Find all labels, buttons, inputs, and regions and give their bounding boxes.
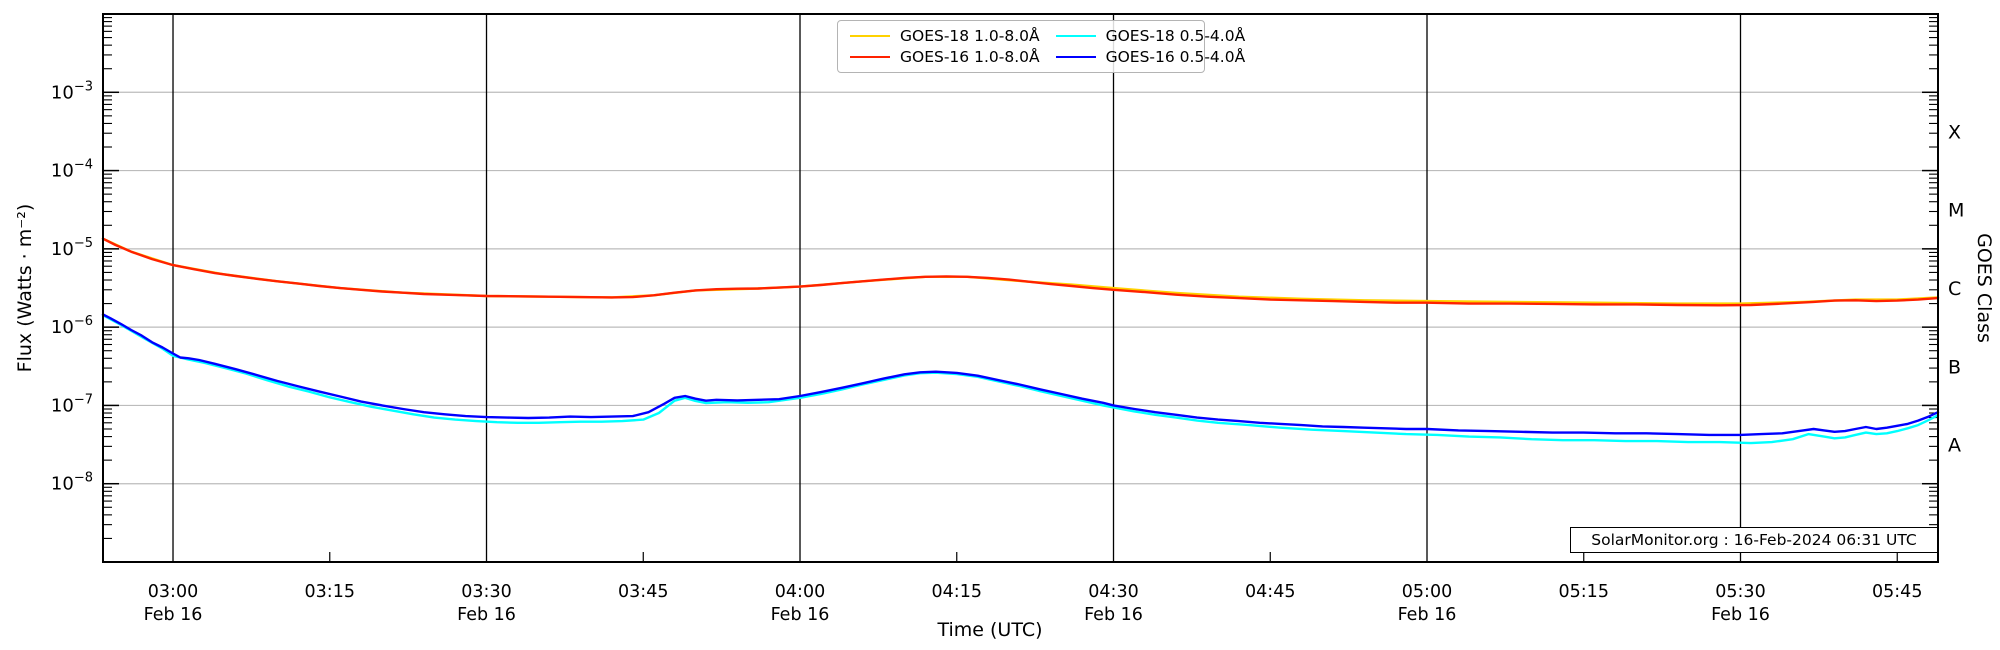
series-goes-16-1-0-8-0- — [101, 237, 1940, 307]
goes-class-label: M — [1948, 200, 1964, 222]
x-tick-date: Feb 16 — [1398, 605, 1457, 625]
x-tick-date: Feb 16 — [1084, 605, 1143, 625]
x-tick-label: 04:30 — [1088, 582, 1138, 602]
series-goes-18-0-5-4-0- — [101, 314, 1940, 445]
x-tick-date: Feb 16 — [771, 605, 830, 625]
x-tick-label: 05:45 — [1872, 582, 1922, 602]
legend-label: GOES-16 1.0-8.0Å — [900, 47, 1040, 66]
x-tick-date: Feb 16 — [144, 605, 203, 625]
legend-item: GOES-18 0.5-4.0Å — [1055, 26, 1246, 47]
y-tick-label: 10−3 — [51, 79, 93, 103]
legend-line-swatch — [1055, 55, 1096, 58]
legend-line-swatch — [850, 35, 890, 38]
watermark-box: SolarMonitor.org : 16-Feb-2024 06:31 UTC — [1570, 527, 1938, 553]
right-axis-label: GOES Class — [1973, 233, 1995, 343]
y-tick-label: 10−7 — [51, 392, 93, 416]
goes-class-label: A — [1948, 435, 1961, 457]
x-tick-label: 05:00 — [1402, 582, 1452, 602]
legend-item: GOES-16 1.0-8.0Å — [850, 47, 1040, 68]
x-tick-date: Feb 16 — [1711, 605, 1770, 625]
x-tick-label: 03:45 — [618, 582, 668, 602]
goes-class-label: C — [1948, 278, 1961, 300]
goes-class-label: X — [1948, 121, 1961, 143]
legend-label: GOES-16 0.5-4.0Å — [1105, 47, 1246, 66]
y-tick-label: 10−8 — [51, 471, 93, 495]
plot-border — [102, 13, 1939, 563]
legend-line-swatch — [850, 55, 890, 58]
x-tick-label: 05:15 — [1559, 582, 1609, 602]
series-goes-16-0-5-4-0- — [101, 313, 1940, 437]
x-tick-label: 03:00 — [148, 582, 198, 602]
y-axis-label: Flux (Watts · m⁻²) — [14, 203, 36, 373]
watermark-text: SolarMonitor.org : 16-Feb-2024 06:31 UTC — [1591, 531, 1917, 549]
x-tick-label: 04:45 — [1245, 582, 1295, 602]
legend-line-swatch — [1055, 35, 1096, 38]
x-tick-label: 03:15 — [305, 582, 355, 602]
x-tick-label: 05:30 — [1715, 582, 1765, 602]
y-tick-label: 10−6 — [51, 314, 93, 338]
legend-item: GOES-18 1.0-8.0Å — [850, 26, 1040, 47]
legend-label: GOES-18 0.5-4.0Å — [1105, 27, 1246, 46]
goes-class-label: B — [1948, 356, 1961, 378]
y-tick-label: 10−5 — [51, 236, 93, 260]
legend-label: GOES-18 1.0-8.0Å — [900, 27, 1040, 46]
x-tick-label: 04:00 — [775, 582, 825, 602]
x-axis-label: Time (UTC) — [937, 619, 1043, 641]
y-tick-label: 10−4 — [51, 158, 93, 182]
x-tick-label: 03:30 — [461, 582, 511, 602]
x-tick-label: 04:15 — [932, 582, 982, 602]
legend-item: GOES-16 0.5-4.0Å — [1055, 47, 1246, 68]
x-tick-date: Feb 16 — [457, 605, 516, 625]
legend: GOES-18 1.0-8.0Å GOES-16 1.0-8.0Å GOES-18 … — [837, 20, 1245, 73]
